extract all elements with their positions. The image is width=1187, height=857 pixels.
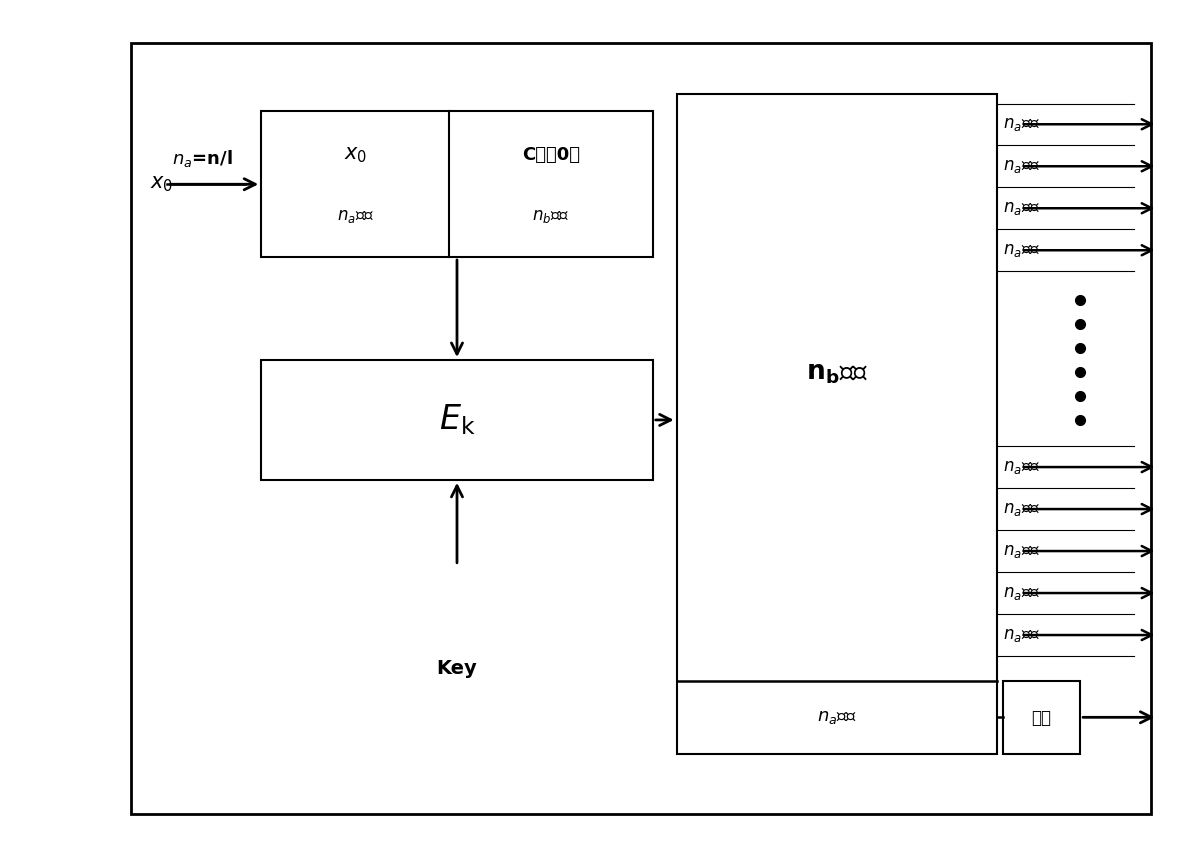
Text: Key: Key: [437, 659, 477, 678]
Text: $n_a$比特: $n_a$比特: [1003, 542, 1040, 560]
Bar: [261, 360, 653, 480]
Text: $n_a$比特: $n_a$比特: [1003, 584, 1040, 602]
Bar: [261, 111, 653, 257]
Text: $n_a$比特: $n_a$比特: [1003, 115, 1040, 134]
Text: $n_a$比特: $n_a$比特: [817, 708, 857, 727]
Text: 丢弃: 丢弃: [1032, 709, 1052, 727]
Text: $\mathbf{n_b}$比特: $\mathbf{n_b}$比特: [806, 360, 868, 386]
Text: $n_b$比特: $n_b$比特: [532, 207, 570, 225]
Text: $n_a$比特: $n_a$比特: [337, 207, 374, 225]
Text: C（补0）: C（补0）: [522, 146, 580, 165]
Text: $n_a$比特: $n_a$比特: [1003, 458, 1040, 476]
Text: $x_0$: $x_0$: [343, 145, 367, 165]
Text: $n_a$比特: $n_a$比特: [1003, 199, 1040, 218]
Text: $n_a$比特: $n_a$比特: [1003, 626, 1040, 644]
Text: $n_a$=n/l: $n_a$=n/l: [172, 148, 233, 169]
Bar: [131, 43, 1151, 814]
Bar: [677, 94, 997, 754]
Text: $n_a$比特: $n_a$比特: [1003, 241, 1040, 260]
Bar: [1003, 681, 1080, 754]
Text: $n_a$比特: $n_a$比特: [1003, 157, 1040, 176]
Text: $n_a$比特: $n_a$比特: [1003, 500, 1040, 518]
Text: $E_\mathrm{k}$: $E_\mathrm{k}$: [439, 403, 475, 437]
Text: $x_0$: $x_0$: [150, 174, 173, 195]
